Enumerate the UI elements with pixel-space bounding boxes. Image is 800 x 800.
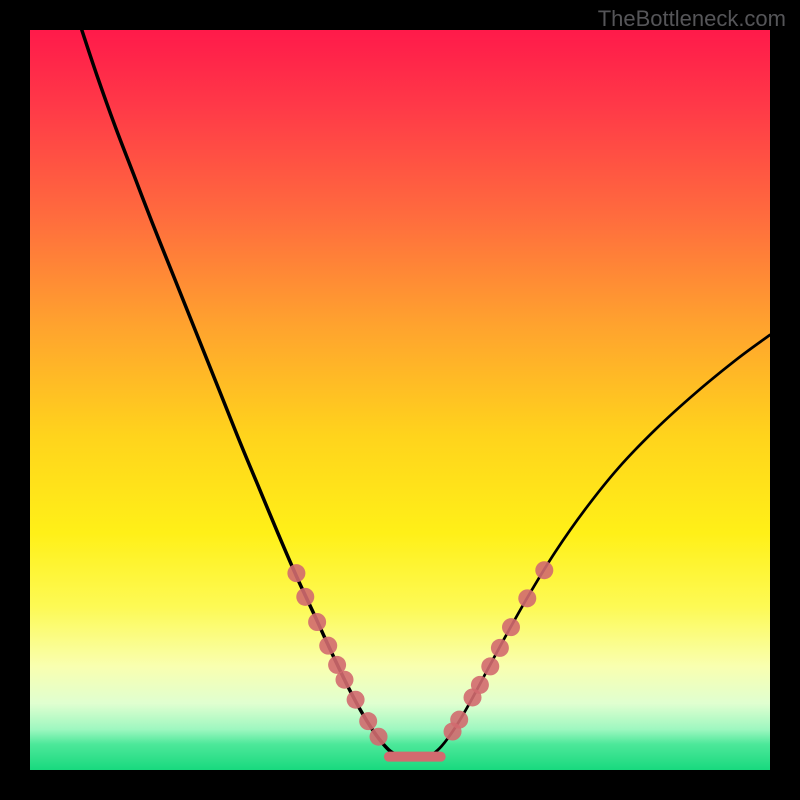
milestone-dot (287, 564, 305, 582)
milestone-dot (502, 618, 520, 636)
milestone-dot (450, 711, 468, 729)
milestone-dot (518, 589, 536, 607)
watermark-text: TheBottleneck.com (598, 6, 786, 32)
plot-background-gradient (30, 30, 770, 770)
milestone-dot (370, 728, 388, 746)
milestone-dot (535, 561, 553, 579)
milestone-dot (296, 588, 314, 606)
bottleneck-chart (0, 0, 800, 800)
milestone-dot (308, 613, 326, 631)
milestone-dot (336, 671, 354, 689)
milestone-dot (481, 657, 499, 675)
milestone-dot (359, 712, 377, 730)
milestone-dot (319, 637, 337, 655)
milestone-dot (491, 639, 509, 657)
milestone-dot (471, 676, 489, 694)
milestone-dot (347, 691, 365, 709)
